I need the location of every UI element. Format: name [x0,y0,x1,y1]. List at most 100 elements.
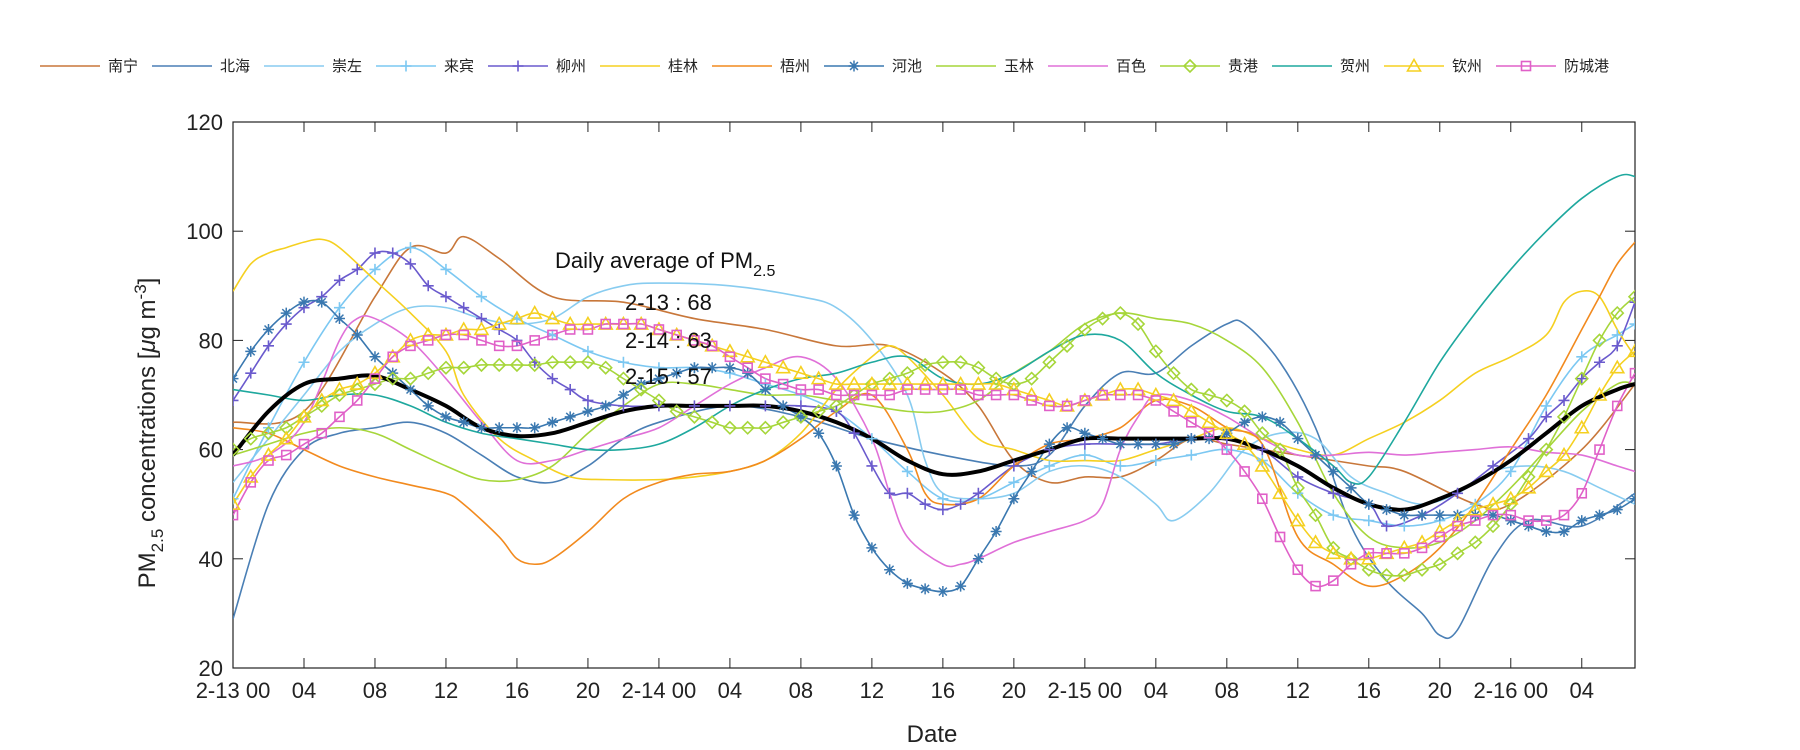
series-防城港-marker [1292,564,1304,576]
series-河池-marker [795,411,807,423]
legend-item: 百色 [1048,58,1146,75]
series-河池-marker [1540,526,1552,537]
series-河池-marker [422,400,434,412]
series-钦州-marker [367,365,383,379]
legend-label: 梧州 [780,58,810,75]
series-贵港-marker [1272,442,1288,457]
series-贵港-marker [971,360,986,375]
series-来宾-marker [1221,444,1233,456]
series-河池-marker [1061,422,1073,434]
series-河池-marker [529,422,541,434]
series-柳州-marker [1452,487,1464,499]
series-防城港-marker [529,335,540,346]
series-贵港-marker [1219,393,1234,408]
series-钦州-marker [1023,386,1040,401]
series-柳州-marker [1540,411,1552,423]
series-贵港-marker [1574,371,1589,386]
series-柳州-marker [564,384,576,396]
series-贵港-marker [1468,535,1483,550]
series-防城港-marker [1576,487,1588,499]
x-tick-label: 16 [931,678,955,703]
series-钦州-marker [1201,414,1217,429]
legend-item: 柳州 [488,58,586,75]
series-河池-marker [233,373,239,385]
legend-item: 贺州 [1272,58,1370,75]
series-柳州-marker [1576,373,1588,385]
legend-marker [400,60,412,72]
series-河池-marker [1381,504,1393,516]
series-钦州-marker [1165,392,1182,407]
series-贵港-marker [438,360,454,375]
series-贵港-marker [474,357,489,373]
x-tick-label: 2-13 00 [196,678,271,703]
series-来宾-marker [298,356,310,368]
series-line-贵港 [233,295,1635,577]
series-贵港-marker [1379,568,1394,583]
series-钦州-marker [988,375,1004,390]
series-钦州-marker [1289,512,1306,527]
series-贵港-marker [1539,442,1554,457]
series-河池-marker [1310,449,1322,461]
series-防城港-marker [422,335,434,346]
series-钦州-marker [1218,425,1235,440]
series-贵港-marker [616,371,631,386]
series-柳州-marker [1292,471,1304,483]
series-河池-marker [1203,433,1215,445]
series-来宾-marker [582,345,594,357]
series-贵港-marker [1184,382,1199,397]
series-来宾-marker [1327,509,1339,521]
series-河池-marker [351,329,363,341]
legend-label: 贵港 [1228,58,1258,75]
series-贵港-marker [811,404,826,419]
series-柳州-marker [233,394,239,406]
legend-label: 崇左 [332,58,362,75]
series-贵港-marker [563,355,578,370]
series-来宾-marker [901,465,913,477]
series-河池-marker [582,405,594,417]
series-防城港-marker [547,329,558,341]
series-防城港-marker [1629,367,1635,379]
series-河池-marker [316,296,328,308]
series-河池-marker [1256,411,1268,423]
series-钦州-marker [1343,550,1359,565]
series-柳州-marker [387,247,399,259]
series-贵港-marker [758,420,773,435]
series-贵港-marker [243,431,258,446]
series-贵港-marker [385,371,400,386]
series-钦州-marker [562,315,579,330]
series-防城港-marker [1594,444,1605,455]
series-河池-marker [653,373,665,385]
series-河池-marker [724,362,736,374]
series-防城港-marker [493,340,505,352]
series-防城港-marker [635,318,647,330]
series-河池-marker [1114,438,1126,450]
legend-label: 贺州 [1340,58,1370,75]
series-贵港-marker [1166,366,1181,381]
series-河池-marker [564,411,576,423]
series-河池-marker [245,345,257,357]
legend-label: 桂林 [668,58,698,75]
series-河池-marker [990,526,1002,537]
series-来宾-marker [1576,351,1588,363]
series-防城港-marker [1150,395,1162,406]
series-防城港-marker [1186,416,1197,428]
series-贵港-marker [492,357,507,373]
series-防城港-marker [848,389,860,401]
series-柳州-marker [245,367,257,379]
series-markers-钦州 [233,304,1635,565]
series-防城港-marker [902,384,913,395]
series-防城港-marker [1274,531,1286,543]
series-钦州-marker [1396,539,1413,554]
series-贵港-marker [793,409,809,424]
series-贵港-marker [1042,355,1057,370]
series-防城港-marker [440,329,452,341]
legend-item: 来宾 [376,58,474,75]
legend-marker [1520,60,1532,72]
series-柳州-marker [972,487,984,499]
series-钦州-marker [1627,343,1635,358]
legend-marker [848,60,860,72]
series-河池-marker [1274,416,1286,428]
series-防城港-marker [1398,548,1410,559]
series-钦州-marker [296,408,312,423]
series-贵港-marker [1326,540,1341,556]
